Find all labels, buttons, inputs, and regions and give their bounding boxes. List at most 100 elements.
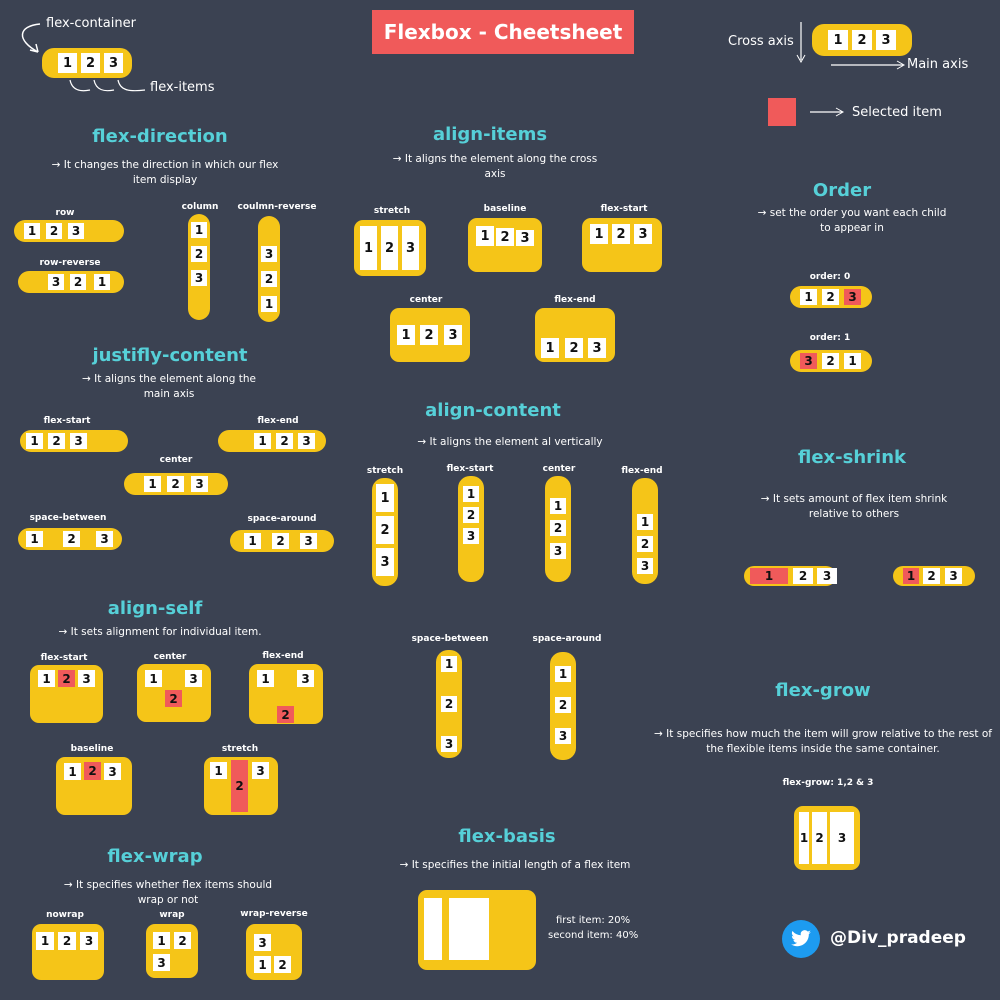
justify-flex-end-container: 1 2 3 (218, 430, 326, 452)
flex-item: 2 (793, 568, 813, 584)
cross-axis-label: Cross axis (728, 34, 794, 49)
flex-item: 1 (24, 223, 40, 239)
flex-item: 2 (923, 568, 940, 584)
flex-item: 1 (58, 53, 77, 73)
flex-item: 1 (257, 670, 274, 687)
row-container: 1 2 3 (14, 220, 124, 242)
flex-item: 1 (191, 222, 207, 238)
flex-item: 1 (38, 670, 55, 687)
align-self-flex-start-label: flex-start (40, 653, 88, 663)
flex-item: 3 (516, 230, 534, 246)
flex-item (449, 898, 489, 960)
flex-item: 3 (80, 932, 98, 950)
axis-example-container: 1 2 3 (812, 24, 912, 56)
wrap-reverse-container: 3 1 2 (246, 924, 302, 980)
flex-basis-container (418, 890, 536, 970)
row-label: row (55, 208, 75, 218)
align-content-space-around-label: space-around (532, 634, 602, 644)
align-self-stretch-label: stretch (221, 744, 259, 754)
flex-item: 1 (590, 224, 608, 244)
flex-item: 1 (144, 476, 161, 492)
flex-basis-desc: → It specifies the initial length of a f… (399, 859, 631, 871)
justify-space-around-container: 1 2 3 (230, 530, 334, 552)
flex-item: 3 (254, 934, 271, 951)
align-items-stretch-container: 1 2 3 (354, 220, 426, 276)
flex-item: 3 (104, 53, 123, 73)
axis-arrows-icon (796, 22, 906, 70)
flex-item: 3 (68, 223, 84, 239)
flex-item: 2 (81, 53, 100, 73)
flex-item: 1 (550, 498, 566, 514)
flex-grow-title: flex-grow (775, 680, 871, 701)
flex-item: 2 (167, 476, 184, 492)
row-reverse-container: 3 2 1 (18, 271, 124, 293)
selected-flex-item: 2 (165, 690, 182, 707)
flex-wrap-title: flex-wrap (107, 846, 203, 867)
align-items-stretch-label: stretch (373, 206, 411, 216)
order-1-label: order: 1 (809, 333, 851, 343)
flex-direction-title: flex-direction (92, 126, 228, 147)
flex-item: 1 (26, 531, 43, 547)
selected-flex-item: 2 (277, 706, 294, 723)
align-self-desc: → It sets alignment for individual item. (58, 626, 262, 638)
flex-item: 3 (588, 338, 606, 358)
justify-center-label: center (159, 455, 193, 465)
flex-item: 3 (298, 433, 315, 449)
flex-item: 3 (191, 476, 208, 492)
justify-flex-start-label: flex-start (43, 416, 91, 426)
flex-item: 1 (376, 484, 394, 512)
wrap-container: 1 2 3 (146, 924, 198, 978)
row-reverse-label: row-reverse (39, 258, 101, 268)
flex-item: 2 (555, 697, 571, 713)
order-desc: → set the order you want each child to a… (757, 207, 947, 234)
twitter-bird-icon[interactable] (782, 920, 820, 958)
flex-item: 2 (420, 325, 438, 345)
align-self-flex-start-container: 1 2 3 (30, 665, 103, 723)
flex-item: 3 (550, 543, 566, 559)
flex-item: 2 (191, 246, 207, 262)
flex-item: 2 (822, 353, 839, 369)
flex-item: 1 (799, 812, 809, 864)
flex-item: 1 (145, 670, 162, 687)
flex-grow-label: flex-grow: 1,2 & 3 (782, 778, 874, 788)
flex-items-label: flex-items (150, 80, 215, 95)
flex-item: 3 (297, 670, 314, 687)
flex-item: 2 (276, 433, 293, 449)
align-content-flex-end-container: 1 2 3 (632, 478, 658, 584)
flex-basis-second-label: second item: 40% (548, 930, 639, 941)
flex-item: 2 (565, 338, 583, 358)
flex-item: 2 (58, 932, 76, 950)
flex-grow-desc: → It specifies how much the item will gr… (654, 728, 992, 755)
flex-item: 2 (376, 516, 394, 544)
justify-space-between-container: 1 2 3 (18, 528, 122, 550)
align-content-space-around-container: 1 2 3 (550, 652, 576, 760)
flex-shrink-title: flex-shrink (798, 447, 906, 468)
flex-item: 2 (63, 531, 80, 547)
selected-flex-item: 3 (844, 289, 861, 305)
justify-flex-end-label: flex-end (257, 416, 299, 426)
flex-item: 3 (402, 226, 419, 270)
flex-item: 1 (94, 274, 110, 290)
flex-item: 3 (376, 548, 394, 576)
nowrap-label: nowrap (46, 910, 84, 920)
flex-item: 1 (463, 486, 479, 502)
column-container: 1 2 3 (188, 214, 210, 320)
align-self-title: align-self (107, 598, 203, 619)
align-content-flex-end-label: flex-end (621, 466, 663, 476)
column-reverse-container: 3 2 1 (258, 216, 280, 322)
flex-item: 2 (852, 30, 872, 50)
flex-item: 1 (153, 932, 170, 949)
align-items-flex-start-label: flex-start (600, 204, 648, 214)
align-content-stretch-label: stretch (366, 466, 404, 476)
twitter-handle[interactable]: @Div_pradeep (830, 928, 966, 948)
align-content-flex-start-container: 1 2 3 (458, 476, 484, 582)
arrow-right-icon (810, 107, 845, 117)
flex-item: 2 (441, 696, 457, 712)
justify-content-title: justifly-content (92, 345, 248, 366)
order-0-label: order: 0 (809, 272, 851, 282)
align-self-baseline-label: baseline (70, 744, 114, 754)
nowrap-container: 1 2 3 (32, 924, 104, 980)
flex-basis-title: flex-basis (458, 826, 556, 847)
flex-shrink-container-2: 1 2 3 (893, 566, 975, 586)
flex-item: 3 (945, 568, 962, 584)
